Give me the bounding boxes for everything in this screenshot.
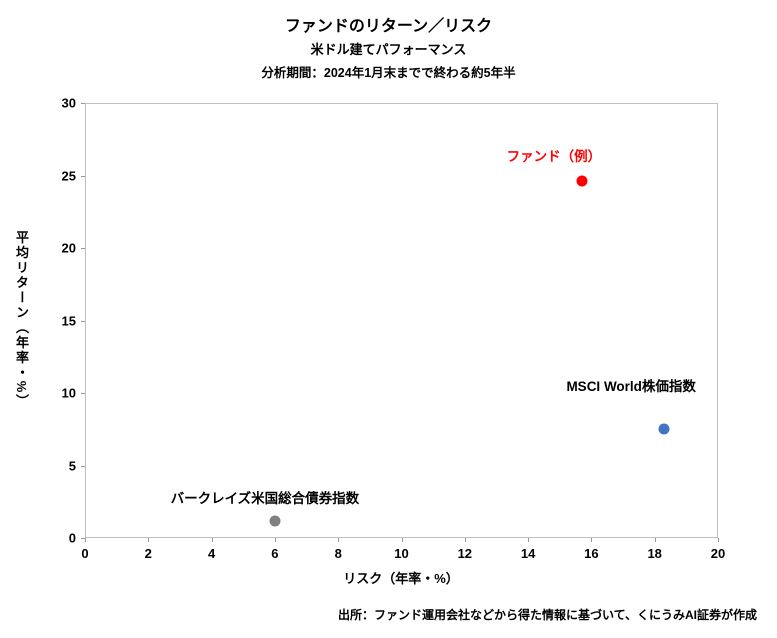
y-tick-label: 30 [61,95,76,111]
y-tick-label: 0 [68,530,76,546]
y-axis-title: 平均リターン（年率・%） [14,230,29,410]
x-tick-mark [211,538,213,542]
data-point-label-1: MSCI World株価指数 [566,379,696,395]
x-tick-label: 10 [394,546,409,561]
x-tick-label: 4 [207,546,216,561]
y-tick-mark [81,175,85,177]
y-tick-label: 20 [61,240,76,256]
chart-title: ファンドのリターン／リスク [284,18,493,35]
data-point-label-0: ファンド（例） [506,149,602,165]
y-tick-mark [81,248,85,249]
data-point-1 [658,423,670,435]
x-tick-mark [654,538,656,542]
y-tick-mark [81,393,85,394]
data-point-label-2: バークレイズ米国総合債券指数 [170,490,360,506]
x-tick-mark [528,538,530,542]
x-tick-label: 12 [457,546,473,561]
x-tick-label: 0 [81,546,89,561]
x-tick-label: 6 [271,546,279,561]
x-tick-mark [85,538,86,542]
y-tick-mark [81,320,85,322]
analysis-period: 分析期間：2024年1月末までで終わる約5年半 [261,66,516,80]
x-tick-mark [401,538,403,542]
x-tick-mark [148,538,150,542]
plot-area [85,103,718,538]
y-tick-label: 10 [61,385,76,401]
y-tick-label: 15 [61,313,76,328]
y-tick-mark [81,465,85,467]
chart-subtitle: 米ドル建てパフォーマンス [310,42,467,57]
x-tick-mark [591,538,593,542]
data-point-2 [269,515,281,527]
x-tick-mark [464,538,466,542]
data-point-0 [576,175,588,187]
y-tick-label: 25 [61,168,76,183]
x-tick-label: 14 [520,546,536,561]
x-tick-label: 16 [584,546,599,561]
x-tick-label: 18 [647,546,662,561]
y-tick-mark [81,538,85,539]
x-tick-mark [718,538,719,542]
source-note: 出所：ファンド運用会社などから得た情報に基づいて、くにうみAI証券が作成 [337,608,757,622]
x-tick-label: 20 [710,546,726,561]
x-tick-mark [338,538,340,542]
x-tick-mark [274,538,276,542]
y-tick-mark [81,103,85,104]
x-axis-title: リスク（年率・%） [343,571,459,586]
y-tick-label: 5 [68,458,76,473]
x-tick-label: 8 [334,546,342,561]
x-tick-label: 2 [144,546,152,561]
